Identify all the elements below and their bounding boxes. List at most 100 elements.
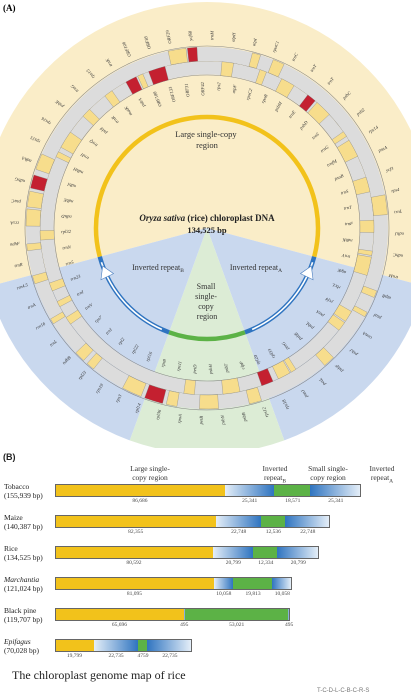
gene-block	[272, 360, 291, 380]
gene-label: psbJ	[348, 347, 359, 358]
genome-size: (134,525 bp)	[4, 553, 43, 562]
gene-block	[167, 48, 188, 66]
gene-block	[283, 357, 297, 373]
gene-blocks	[25, 47, 388, 410]
panel-b-label: (B)	[3, 452, 16, 462]
gene-block	[27, 190, 44, 209]
ira-segment	[271, 578, 292, 589]
gene-label: trnH	[79, 152, 90, 161]
gene-block	[25, 208, 42, 227]
gene-label: psbC	[341, 90, 353, 101]
segment-length-label: 65,696	[111, 622, 127, 628]
gene-label: rps4	[391, 187, 401, 194]
gene-label: trnE	[288, 109, 297, 119]
genome-title: Oryza sativa (rice) chloroplast DNA	[139, 213, 275, 223]
genome-row-label: Epifagus (70,028 bp)	[4, 637, 39, 655]
gene-label: rpoB	[260, 93, 268, 104]
species-name: Tobacco	[4, 482, 30, 491]
lsc-segment	[56, 516, 217, 527]
genome-row-label: Marchantia (121,024 bp)	[4, 575, 43, 593]
genome-size: (140,387 bp)	[4, 522, 43, 531]
segment-length-label: 12,536	[265, 529, 281, 535]
gene-label: trnG	[69, 83, 79, 93]
genome-map-svg: trnM rps2 atpH atpF atpI rpoC2 rpoC1 rpoB trnC ps…	[0, 2, 411, 455]
genome-bar	[55, 484, 361, 497]
species-name: Rice	[4, 544, 18, 553]
gene-label: psbT	[223, 363, 229, 374]
gene-label: petG	[280, 340, 290, 352]
ssc-segment	[184, 609, 288, 620]
gene-label: trnF	[345, 221, 353, 226]
footer-code: T-C-D-L-C-B-C-R-S	[317, 688, 370, 694]
gene-label: psbM	[273, 100, 284, 113]
gene-label: trnT	[343, 205, 352, 211]
gene-labels: trnM rps2 atpH atpF atpI rpoC2 rpoC1 rpoB trnC ps…	[10, 29, 404, 426]
gene-block	[75, 342, 94, 361]
segment-length-label: 22,735	[162, 653, 178, 659]
ssc-segment	[233, 578, 272, 589]
ssc-segment	[260, 516, 285, 527]
genome-bar	[55, 577, 293, 590]
genome-size: (119,707 bp)	[4, 615, 43, 624]
genome-size: 134,525 bp	[187, 225, 226, 235]
genome-row-label: Tobacco (155,939 bp)	[4, 482, 43, 500]
gene-block	[26, 242, 42, 251]
figure-caption: The chloroplast genome map of rice	[12, 668, 186, 682]
gene-label: rpoC1	[271, 40, 280, 53]
gene-block	[360, 285, 377, 298]
gene-label: psbF	[334, 363, 345, 374]
segment-length-label: 86,686	[132, 498, 148, 504]
gene-label: rps18	[281, 398, 290, 410]
gene-label: trnR	[14, 262, 23, 269]
header-irb: Inverted repeatB	[262, 464, 288, 485]
gene-block	[148, 66, 169, 85]
gene-block	[299, 94, 316, 112]
gene-label: rps14	[367, 124, 379, 134]
ssc-segment	[274, 485, 311, 496]
segment-length-label: 80,592	[126, 560, 142, 566]
gene-label: ndhH	[72, 166, 84, 175]
gene-label: trnG	[320, 144, 331, 153]
gene-label: rpl23	[77, 369, 88, 380]
gene-block	[55, 151, 72, 163]
gene-block	[333, 304, 352, 322]
segment-length-label: 10,058	[216, 591, 232, 597]
segment-length-label: 82,355	[128, 529, 144, 535]
gene-block	[331, 131, 347, 145]
gene-label: rpl22	[130, 343, 140, 355]
segment-length-label: 20,799	[290, 560, 306, 566]
gene-block	[104, 90, 121, 108]
gene-block	[199, 394, 219, 410]
gene-label: rrn16	[35, 321, 47, 331]
gene-block	[248, 52, 261, 69]
gene-block	[352, 305, 368, 317]
gene-label: trnC	[291, 51, 300, 62]
gene-label: rps15	[85, 68, 96, 80]
gene-label: ndhE	[63, 197, 74, 204]
gene-label: petB	[199, 416, 204, 426]
gene-block	[30, 174, 48, 192]
gene-label: psbA	[137, 97, 146, 109]
circular-genome-map: trnM rps2 atpH atpF atpI rpoC2 rpoC1 rpoB trnC ps…	[0, 2, 411, 455]
gene-label: atpH	[230, 32, 236, 42]
gene-label: rpl33	[267, 347, 276, 359]
irb-segment	[224, 485, 275, 496]
genome-bar	[55, 546, 319, 559]
segment-length-label: 4759	[137, 653, 149, 659]
genome-size: (121,024 bp)	[4, 584, 43, 593]
gene-block	[220, 61, 234, 78]
irb-segment	[183, 609, 185, 620]
gene-label: psbN	[220, 414, 226, 426]
gene-label: trnT	[326, 76, 335, 86]
gene-label: trnV	[84, 301, 95, 310]
ira-segment	[277, 547, 318, 558]
gene-label: rpl32	[61, 229, 72, 234]
gene-label: rrn5	[65, 259, 75, 266]
gene-block	[359, 220, 375, 233]
gene-label: trnQ	[88, 138, 98, 148]
gene-block	[39, 230, 55, 241]
gene-label: petA	[315, 309, 326, 319]
gene-label: atpI	[251, 38, 258, 47]
gene-label: ORF100	[152, 90, 163, 107]
gene-label: ndhB	[61, 355, 72, 365]
